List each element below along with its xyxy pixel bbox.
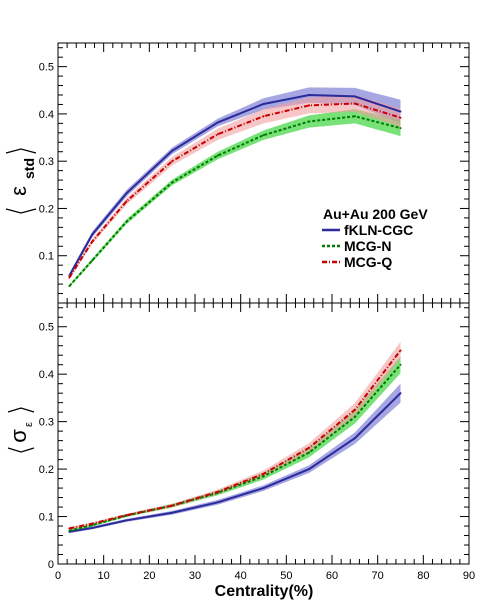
legend-label-fklncgc: fKLN-CGC <box>344 222 413 238</box>
y-label-right-bracket <box>5 148 37 154</box>
bottom-panel: 0 0.1 0.2 0.3 0.4 0.5 0 10 20 30 40 50 60 70 80 90 <box>39 302 475 582</box>
data-point-mcgq <box>262 472 265 475</box>
y-tick-label: 0.1 <box>39 512 54 524</box>
data-point-mcgq <box>125 514 128 517</box>
bottom-y-symbol: σ <box>6 429 31 443</box>
x-tick-label: 50 <box>280 570 292 582</box>
y-tick-label: 0.5 <box>39 62 54 74</box>
data-point-mcgn <box>68 284 71 287</box>
top-panel: 0.1 0.2 0.3 0.4 0.5 <box>39 42 470 304</box>
data-point-mcgn <box>171 181 174 184</box>
data-point-fklncgc <box>308 468 311 471</box>
data-point-mcgn <box>399 127 402 130</box>
x-tick-label: 20 <box>143 570 155 582</box>
data-point-mcgq <box>125 200 128 203</box>
legend-title: Au+Au 200 GeV <box>323 206 428 222</box>
y-tick-label: 0.1 <box>39 251 54 263</box>
y-tick-label: 0.3 <box>39 156 54 168</box>
top-y-axis-label: ε std <box>5 148 37 214</box>
series-band-mcgn <box>69 109 401 288</box>
data-point-mcgq <box>216 490 219 493</box>
data-point-fklncgc <box>125 519 128 522</box>
data-point-mcgq <box>171 504 174 507</box>
data-point-mcgq <box>353 408 356 411</box>
series-band-mcgq <box>69 95 401 280</box>
y-tick-label: 0.2 <box>39 464 54 476</box>
x-tick-label: 10 <box>98 570 110 582</box>
data-point-mcgq <box>91 522 94 525</box>
y-tick-label: 0.5 <box>39 322 54 334</box>
data-point-fklncgc <box>171 149 174 152</box>
data-point-fklncgc <box>262 102 265 105</box>
y-label-left-bracket <box>5 208 37 214</box>
x-tick-label: 70 <box>372 570 384 582</box>
data-point-fklncgc <box>216 501 219 504</box>
x-tick-label: 90 <box>463 570 475 582</box>
data-point-fklncgc <box>171 511 174 514</box>
legend-label-mcgn: MCG-N <box>344 238 391 254</box>
data-point-mcgn <box>262 134 265 137</box>
data-point-fklncgc <box>353 437 356 440</box>
y-tick-label: 0.4 <box>39 369 54 381</box>
y-tick-label: 0.4 <box>39 109 54 121</box>
data-point-mcgn <box>262 475 265 478</box>
x-tick-label: 30 <box>189 570 201 582</box>
y-tick-label: 0 <box>48 559 54 571</box>
data-point-mcgq <box>399 349 402 352</box>
bottom-y-subscript: ε <box>23 422 35 427</box>
panel-frame <box>57 302 470 565</box>
data-point-mcgn <box>216 154 219 157</box>
data-point-mcgq <box>353 102 356 105</box>
y-label-right-bracket <box>7 407 35 413</box>
bottom-y-axis-label: σ ε <box>6 407 35 453</box>
y-label-left-bracket <box>7 447 35 453</box>
data-point-fklncgc <box>399 392 402 395</box>
data-point-mcgq <box>308 446 311 449</box>
data-point-mcgn <box>68 529 71 532</box>
data-point-mcgq <box>68 527 71 530</box>
series-band-fklncgc <box>69 383 401 534</box>
data-point-mcgn <box>91 259 94 262</box>
x-tick-label: 0 <box>55 570 61 582</box>
legend-label-mcgq: MCG-Q <box>344 254 392 270</box>
data-point-fklncgc <box>353 95 356 98</box>
x-axis-title: Centrality(%) <box>215 583 314 600</box>
data-point-mcgq <box>308 104 311 107</box>
data-point-mcgn <box>308 120 311 123</box>
x-tick-label: 80 <box>417 570 429 582</box>
data-point-mcgq <box>216 133 219 136</box>
data-point-fklncgc <box>399 110 402 113</box>
top-y-subscript: std <box>21 158 37 179</box>
data-point-mcgn <box>353 115 356 118</box>
data-point-mcgn <box>308 451 311 454</box>
panel-frame <box>57 42 470 304</box>
data-point-fklncgc <box>125 192 128 195</box>
data-point-mcgn <box>125 220 128 223</box>
data-point-fklncgc <box>216 121 219 124</box>
series-line-mcgn <box>68 115 401 287</box>
y-tick-label: 0.3 <box>39 417 54 429</box>
data-point-fklncgc <box>308 94 311 96</box>
data-point-mcgn <box>353 415 356 418</box>
data-point-mcgq <box>68 276 71 279</box>
y-tick-label: 0.2 <box>39 203 54 215</box>
series-line-mcgn <box>69 364 402 532</box>
data-point-mcgq <box>399 116 402 119</box>
data-point-mcgq <box>262 115 265 118</box>
data-point-fklncgc <box>262 487 265 490</box>
legend: Au+Au 200 GeV fKLN-CGC MCG-N MCG-Q <box>322 206 428 270</box>
top-y-symbol: ε <box>6 186 31 196</box>
x-tick-label: 60 <box>326 570 338 582</box>
data-point-mcgn <box>399 363 402 366</box>
data-point-fklncgc <box>91 233 94 236</box>
data-point-mcgq <box>91 240 94 243</box>
series-line-mcgq <box>68 102 401 279</box>
data-point-mcgq <box>171 160 174 163</box>
data-point-fklncgc <box>91 526 94 529</box>
x-tick-label: 40 <box>235 570 247 582</box>
